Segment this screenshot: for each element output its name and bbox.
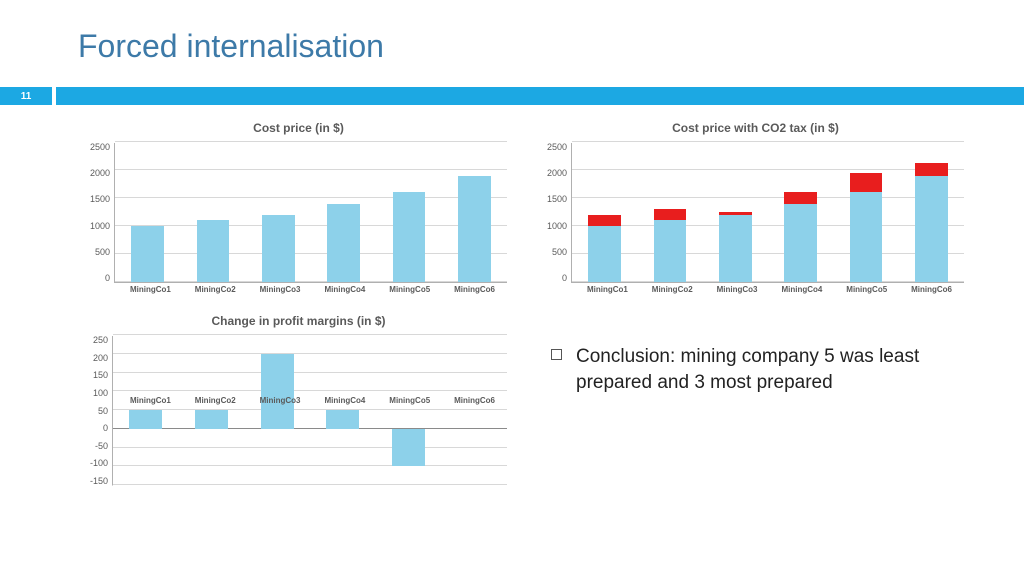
bullet-icon (551, 349, 562, 360)
chart-cost-price: Cost price (in $) 2500 2000 1500 1000 500 0 Min… (90, 121, 507, 294)
bar (393, 192, 426, 282)
bar (195, 410, 228, 429)
slide-title: Forced internalisation (0, 0, 1024, 65)
x-tick: MiningCo5 (377, 396, 442, 405)
y-tick: 2500 (547, 143, 567, 152)
y-tick: 2000 (547, 169, 567, 178)
page-number-badge: 11 (0, 87, 52, 105)
bar (129, 410, 162, 429)
conclusion-block: Conclusion: mining company 5 was least p… (547, 314, 964, 497)
bar (458, 176, 491, 282)
bar (197, 220, 230, 282)
chart-title: Change in profit margins (in $) (90, 314, 507, 328)
bar (850, 173, 883, 282)
bar (588, 215, 621, 282)
bar (392, 429, 425, 467)
y-tick: -150 (90, 477, 108, 486)
x-tick: MiningCo2 (183, 285, 248, 294)
x-tick: MiningCo6 (442, 285, 507, 294)
x-tick: MiningCo4 (769, 285, 834, 294)
x-tick: MiningCo5 (834, 285, 899, 294)
charts-area: Cost price (in $)25002000150010005000Min… (0, 105, 1024, 497)
bar (131, 226, 164, 282)
y-tick: -100 (90, 459, 108, 468)
conclusion-text: Conclusion: mining company 5 was least p… (576, 344, 964, 395)
y-tick: 50 (98, 407, 108, 416)
chart-title: Cost price (in $) (90, 121, 507, 135)
header-bar: 11 (0, 87, 1024, 105)
x-tick: MiningCo3 (705, 285, 770, 294)
y-tick: 150 (93, 371, 108, 380)
x-tick: MiningCo3 (248, 285, 313, 294)
y-tick: 1500 (90, 195, 110, 204)
y-tick: 1000 (90, 222, 110, 231)
y-tick: 0 (103, 424, 108, 433)
x-tick: MiningCo1 (575, 285, 640, 294)
x-tick: MiningCo6 (442, 396, 507, 405)
y-tick: 1000 (547, 222, 567, 231)
bar (915, 163, 948, 282)
x-tick: MiningCo3 (248, 396, 313, 405)
x-tick: MiningCo2 (183, 396, 248, 405)
header-bar-strip (56, 87, 1024, 105)
x-tick: MiningCo6 (899, 285, 964, 294)
x-tick: MiningCo4 (312, 285, 377, 294)
bar (719, 212, 752, 282)
y-tick: 250 (93, 336, 108, 345)
x-tick: MiningCo1 (118, 396, 183, 405)
y-tick: 1500 (547, 195, 567, 204)
bar (327, 204, 360, 282)
chart-title: Cost price with CO2 tax (in $) (547, 121, 964, 135)
y-tick: 2000 (90, 169, 110, 178)
bar (654, 209, 687, 282)
x-tick: MiningCo5 (377, 285, 442, 294)
bar (784, 192, 817, 282)
x-tick: MiningCo1 (118, 285, 183, 294)
chart-cost-price-co2: Cost price with CO2 tax (in $) 2500 2000 15… (547, 121, 964, 294)
y-tick: 2500 (90, 143, 110, 152)
y-tick: 0 (105, 274, 110, 283)
y-tick: -50 (95, 442, 108, 451)
chart-profit-change: Change in profit margins (in $) 250 200 150… (90, 314, 507, 497)
y-tick: 500 (95, 248, 110, 257)
bar (326, 410, 359, 429)
y-tick: 500 (552, 248, 567, 257)
bar (262, 215, 295, 282)
y-tick: 200 (93, 354, 108, 363)
x-tick: MiningCo4 (312, 396, 377, 405)
x-tick: MiningCo2 (640, 285, 705, 294)
bar (261, 354, 294, 429)
y-tick: 0 (562, 274, 567, 283)
